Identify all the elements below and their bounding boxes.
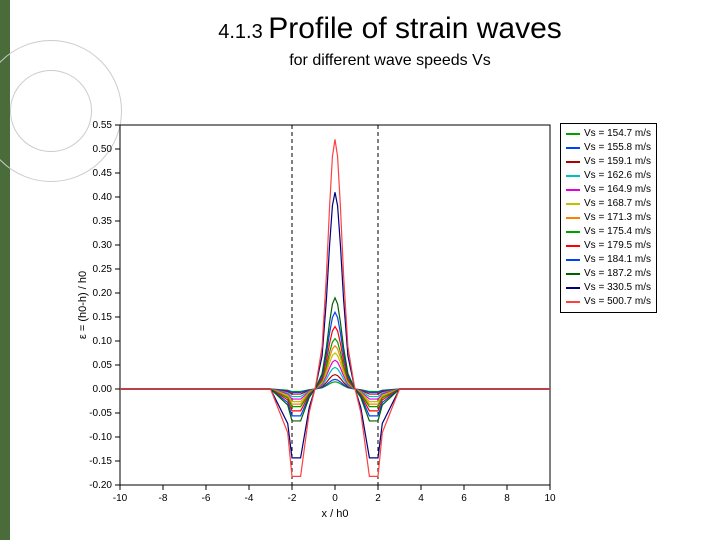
legend-label: Vs = 168.7 m/s <box>584 197 651 211</box>
legend-swatch <box>566 147 580 149</box>
svg-text:0: 0 <box>332 493 338 504</box>
page-title: Profile of strain waves <box>268 12 561 45</box>
legend-swatch <box>566 273 580 275</box>
svg-text:0.55: 0.55 <box>93 120 113 131</box>
svg-text:-8: -8 <box>159 493 168 504</box>
svg-text:0.35: 0.35 <box>93 216 113 227</box>
legend-label: Vs = 154.7 m/s <box>584 127 651 141</box>
legend-swatch <box>566 231 580 233</box>
legend-item: Vs = 187.2 m/s <box>566 267 651 281</box>
legend-label: Vs = 187.2 m/s <box>584 267 651 281</box>
svg-text:-0.10: -0.10 <box>89 432 112 443</box>
legend-item: Vs = 500.7 m/s <box>566 295 651 309</box>
legend-swatch <box>566 245 580 247</box>
title-block: 4.1.3 Profile of strain waves for differ… <box>110 12 670 70</box>
svg-text:-0.05: -0.05 <box>89 408 112 419</box>
svg-text:6: 6 <box>461 493 467 504</box>
legend-label: Vs = 330.5 m/s <box>584 281 651 295</box>
legend-swatch <box>566 259 580 261</box>
svg-text:-6: -6 <box>202 493 211 504</box>
svg-text:0.45: 0.45 <box>93 168 113 179</box>
legend-swatch <box>566 161 580 163</box>
legend-item: Vs = 162.6 m/s <box>566 169 651 183</box>
svg-text:x / h0: x / h0 <box>322 508 349 520</box>
legend-item: Vs = 164.9 m/s <box>566 183 651 197</box>
legend-item: Vs = 154.7 m/s <box>566 127 651 141</box>
legend-label: Vs = 155.8 m/s <box>584 141 651 155</box>
legend-item: Vs = 155.8 m/s <box>566 141 651 155</box>
legend-swatch <box>566 203 580 205</box>
legend-item: Vs = 171.3 m/s <box>566 211 651 225</box>
legend-label: Vs = 179.5 m/s <box>584 239 651 253</box>
svg-text:-10: -10 <box>113 493 128 504</box>
svg-text:-0.20: -0.20 <box>89 480 112 491</box>
legend-item: Vs = 175.4 m/s <box>566 225 651 239</box>
legend-swatch <box>566 133 580 135</box>
legend-label: Vs = 159.1 m/s <box>584 155 651 169</box>
legend-item: Vs = 168.7 m/s <box>566 197 651 211</box>
legend-label: Vs = 164.9 m/s <box>584 183 651 197</box>
svg-text:0.30: 0.30 <box>93 240 113 251</box>
svg-text:0.05: 0.05 <box>93 360 113 371</box>
svg-text:0.10: 0.10 <box>93 336 113 347</box>
legend-label: Vs = 500.7 m/s <box>584 295 651 309</box>
legend-swatch <box>566 287 580 289</box>
legend-item: Vs = 330.5 m/s <box>566 281 651 295</box>
legend-label: Vs = 162.6 m/s <box>584 169 651 183</box>
legend-swatch <box>566 217 580 219</box>
strain-chart: -10 -8 -6 -4 -2 0 2 4 6 8 10 -0.20 -0.15 -0.10 -0.05 0.… <box>70 115 670 520</box>
legend-label: Vs = 184.1 m/s <box>584 253 651 267</box>
svg-text:4: 4 <box>418 493 424 504</box>
svg-text:0.20: 0.20 <box>93 288 113 299</box>
svg-text:8: 8 <box>504 493 510 504</box>
legend-label: Vs = 171.3 m/s <box>584 211 651 225</box>
section-number: 4.1.3 <box>218 21 268 43</box>
legend-item: Vs = 159.1 m/s <box>566 155 651 169</box>
svg-text:0.15: 0.15 <box>93 312 113 323</box>
svg-text:0.50: 0.50 <box>93 144 113 155</box>
svg-text:-2: -2 <box>288 493 297 504</box>
svg-text:0.25: 0.25 <box>93 264 113 275</box>
subtitle: for different wave speeds Vs <box>110 52 670 70</box>
svg-text:10: 10 <box>544 493 556 504</box>
legend: Vs = 154.7 m/sVs = 155.8 m/sVs = 159.1 m… <box>560 123 657 313</box>
svg-text:0.40: 0.40 <box>93 192 113 203</box>
legend-label: Vs = 175.4 m/s <box>584 225 651 239</box>
svg-text:-0.15: -0.15 <box>89 456 112 467</box>
svg-text:2: 2 <box>375 493 381 504</box>
legend-item: Vs = 179.5 m/s <box>566 239 651 253</box>
svg-text:-4: -4 <box>245 493 254 504</box>
svg-text:ε = (h0-h) / h0: ε = (h0-h) / h0 <box>77 271 89 339</box>
legend-swatch <box>566 189 580 191</box>
legend-item: Vs = 184.1 m/s <box>566 253 651 267</box>
svg-text:0.00: 0.00 <box>93 384 113 395</box>
legend-swatch <box>566 301 580 303</box>
legend-swatch <box>566 175 580 177</box>
